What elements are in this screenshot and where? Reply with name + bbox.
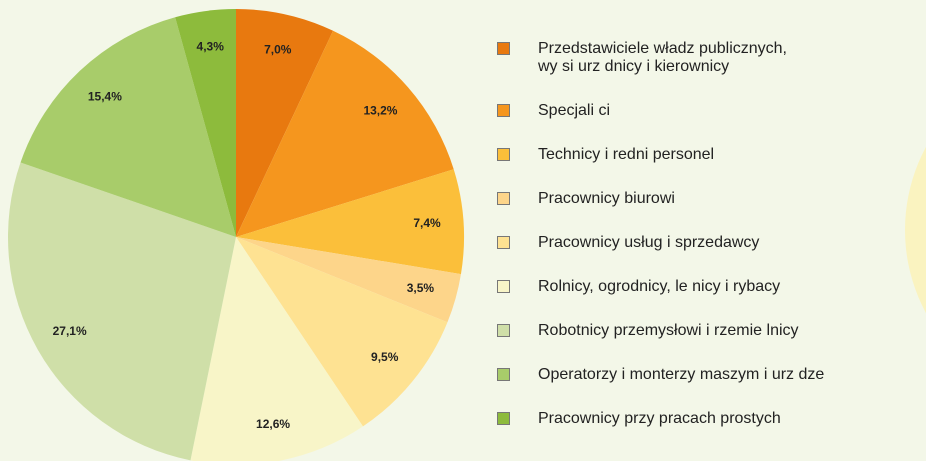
legend-item: Technicy i redni personel — [497, 146, 926, 164]
legend-label: Pracownicy biurowi — [538, 190, 675, 207]
legend-label: Operatorzy i monterzy maszym i urz dze — [538, 366, 825, 383]
legend-label: Technicy i redni personel — [538, 146, 715, 163]
legend-item: Pracownicy usług i sprzedawcy — [497, 234, 926, 252]
legend-item: Pracownicy biurowi — [497, 190, 926, 208]
data-label: 4,3% — [197, 39, 225, 53]
legend-label: Pracownicy usług i sprzedawcy — [538, 234, 760, 251]
legend-label: Przedstawiciele władz publicznych, wy si… — [538, 40, 787, 75]
legend-label: Robotnicy przemysłowi i rzemie lnicy — [538, 322, 799, 339]
legend-swatch — [497, 368, 510, 381]
legend-swatch — [497, 324, 510, 337]
legend-swatch — [497, 236, 510, 249]
legend-item: Operatorzy i monterzy maszym i urz dze — [497, 366, 926, 384]
data-label: 7,0% — [264, 42, 292, 56]
data-label: 9,5% — [371, 350, 399, 364]
legend-swatch — [497, 148, 510, 161]
data-label: 13,2% — [363, 103, 397, 117]
legend-swatch — [497, 192, 510, 205]
legend-item: Robotnicy przemysłowi i rzemie lnicy — [497, 322, 926, 340]
legend-swatch — [497, 42, 510, 55]
legend-label: Pracownicy przy pracach prostych — [538, 410, 781, 427]
legend-item: Pracownicy przy pracach prostych — [497, 410, 926, 428]
data-label: 15,4% — [88, 90, 122, 104]
pie-slice — [190, 237, 363, 461]
pie-slice — [236, 9, 334, 237]
pie-slice — [7, 162, 237, 461]
legend-item: Specjali ci — [497, 102, 926, 120]
legend-swatch — [497, 104, 510, 117]
pie-slice — [20, 17, 236, 238]
pie-slice — [236, 237, 461, 323]
data-label: 12,6% — [256, 417, 290, 431]
data-label: 27,1% — [53, 324, 87, 338]
legend: Przedstawiciele władz publicznych, wy si… — [497, 40, 926, 454]
legend-swatch — [497, 280, 510, 293]
legend-item: Rolnicy, ogrodnicy, le nicy i rybacy — [497, 278, 926, 296]
pie-slice — [236, 237, 448, 427]
legend-swatch — [497, 412, 510, 425]
pie-slice — [236, 169, 464, 275]
legend-label: Rolnicy, ogrodnicy, le nicy i rybacy — [538, 278, 781, 295]
legend-item: Przedstawiciele władz publicznych, wy si… — [497, 40, 926, 76]
pie-slice — [236, 30, 454, 237]
pie-slice — [175, 9, 236, 237]
second-pie-fragment — [905, 146, 926, 314]
data-label: 3,5% — [407, 281, 435, 295]
legend-label: Specjali ci — [538, 102, 611, 119]
data-label: 7,4% — [413, 216, 441, 230]
